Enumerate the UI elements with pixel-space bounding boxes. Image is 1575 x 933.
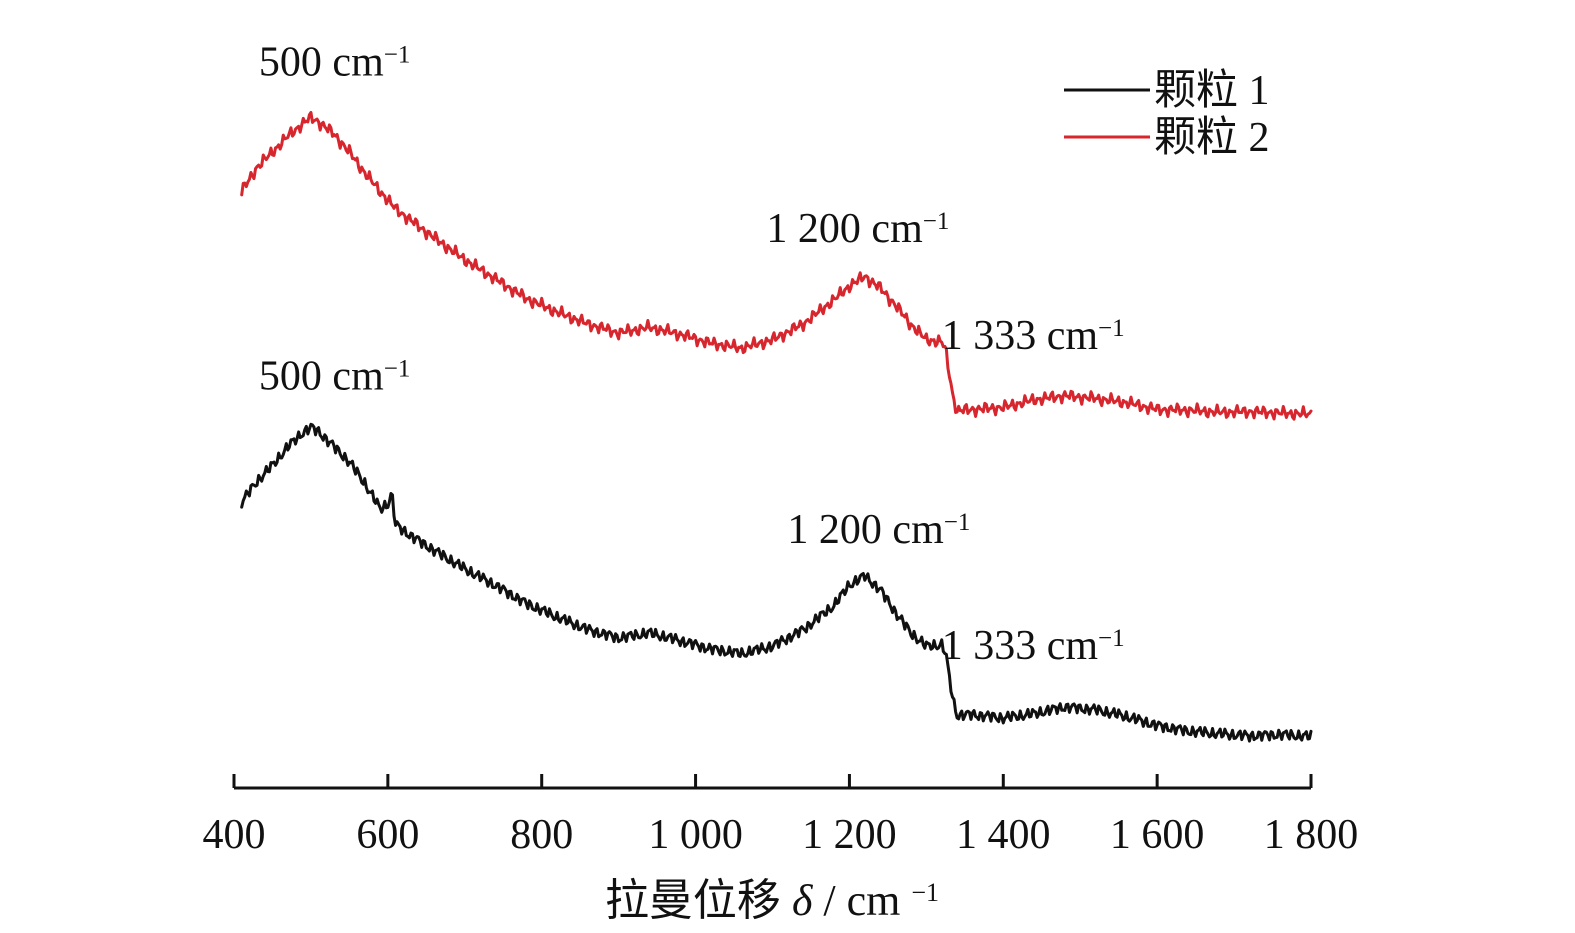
- x-axis-label-symbol: δ: [792, 876, 814, 925]
- peak-annotation-2: 1 200 cm−1: [766, 206, 949, 252]
- x-tick-label-1000: 1 000: [648, 812, 743, 858]
- peak-annotation-exp-1: −1: [384, 41, 411, 68]
- x-axis-label-exponent: −1: [911, 878, 939, 907]
- series-line-2: [240, 110, 1313, 421]
- series-layer: [240, 110, 1313, 743]
- peak-annotation-6: 1 333 cm−1: [942, 623, 1125, 669]
- peak-annotation-text-3: 1 333 cm: [942, 313, 1099, 359]
- peak-annotation-text-1: 500 cm: [259, 40, 384, 86]
- x-axis-ticks: 400 600 800 1 000 1 200 1 400 1 600 1 800: [203, 774, 1359, 858]
- peak-annotation-exp-4: −1: [384, 355, 411, 382]
- x-tick-label-1200: 1 200: [802, 812, 897, 858]
- x-tick-label-600: 600: [356, 812, 419, 858]
- x-axis-label-main: 拉曼位移: [605, 876, 781, 925]
- x-tick-label-1800: 1 800: [1264, 812, 1359, 858]
- peak-annotation-text-2: 1 200 cm: [766, 206, 923, 252]
- series-line-1: [240, 422, 1313, 743]
- peak-annotation-4: 500 cm−1: [259, 353, 410, 399]
- legend-label-1: 颗粒 1: [1154, 68, 1270, 114]
- peak-annotation-exp-2: −1: [923, 207, 950, 234]
- peak-annotation-exp-5: −1: [944, 508, 971, 535]
- peak-annotation-5: 1 200 cm−1: [787, 507, 970, 553]
- legend-label-2: 颗粒 2: [1154, 115, 1270, 161]
- peak-annotation-text-6: 1 333 cm: [942, 623, 1099, 669]
- x-tick-label-400: 400: [203, 812, 266, 858]
- axis-labels: 拉曼位移 δ / cm −1: [605, 876, 939, 925]
- x-tick-label-1400: 1 400: [956, 812, 1051, 858]
- x-axis-label: 拉曼位移 δ / cm −1: [605, 876, 939, 925]
- legend: 颗粒 1颗粒 2: [1064, 68, 1270, 161]
- peak-annotation-text-4: 500 cm: [259, 353, 384, 399]
- peak-annotation-1: 500 cm−1: [259, 40, 410, 86]
- x-axis-label-unit: / cm: [823, 876, 900, 925]
- x-tick-label-1600: 1 600: [1110, 812, 1205, 858]
- peak-annotation-exp-3: −1: [1098, 314, 1125, 341]
- x-tick-label-800: 800: [510, 812, 573, 858]
- peak-annotation-3: 1 333 cm−1: [942, 313, 1125, 359]
- peak-annotation-text-5: 1 200 cm: [787, 507, 944, 553]
- peak-annotation-exp-6: −1: [1098, 624, 1125, 651]
